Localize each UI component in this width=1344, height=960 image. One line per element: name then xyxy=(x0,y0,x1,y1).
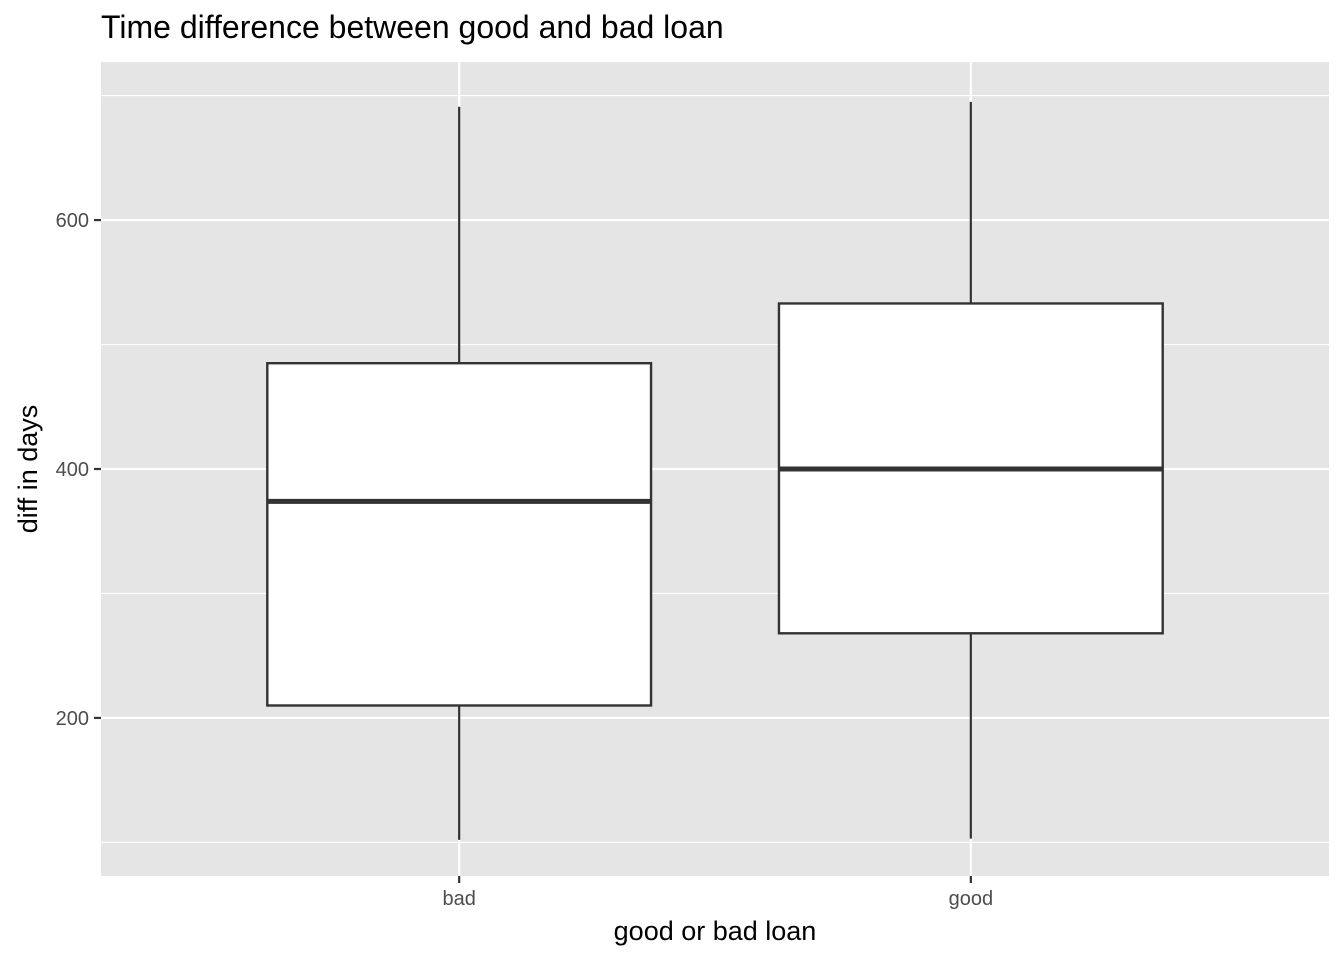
x-tick-label: good xyxy=(949,888,994,910)
y-tick-label: 200 xyxy=(56,708,89,730)
box-bad xyxy=(266,106,653,840)
x-axis-label: good or bad loan xyxy=(614,916,817,946)
box-good xyxy=(777,101,1164,839)
x-tick-label: bad xyxy=(442,888,475,910)
chart-title: Time difference between good and bad loa… xyxy=(101,9,724,45)
x-axis: bad good xyxy=(442,876,993,910)
box-iqr xyxy=(266,362,653,707)
y-tick-label: 400 xyxy=(56,459,89,481)
y-axis-label: diff in days xyxy=(13,405,43,534)
boxes xyxy=(266,101,1164,840)
y-axis: 200 400 600 xyxy=(56,210,101,730)
y-tick-label: 600 xyxy=(56,210,89,232)
